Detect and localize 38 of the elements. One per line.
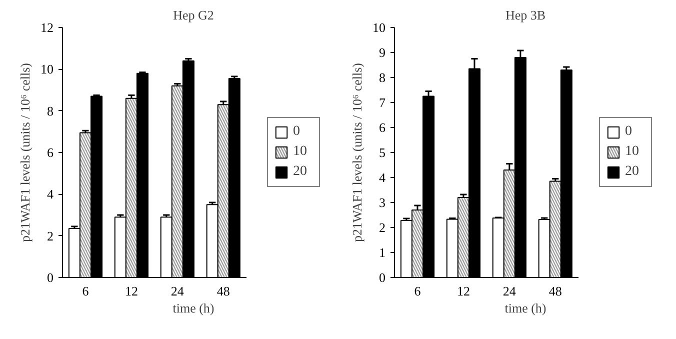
y-tick-label: 8 [379, 70, 386, 85]
legend-label: 0 [293, 124, 301, 140]
x-tick-label: 12 [456, 284, 470, 298]
x-axis-title: time (h) [172, 300, 214, 316]
y-tick-label: 12 [40, 20, 54, 35]
y-tick-label: 6 [47, 145, 54, 160]
y-tick-label: 2 [47, 228, 54, 244]
y-tick-label: 3 [379, 195, 386, 210]
y-tick-label: 2 [379, 220, 386, 235]
x-tick-label: 24 [170, 284, 184, 298]
chart-title: Hep 3B [505, 8, 546, 22]
x-tick-label: 24 [502, 284, 516, 298]
y-tick-label: 10 [40, 62, 54, 77]
legend-label: 10 [293, 144, 308, 160]
legend-label: 20 [293, 164, 308, 180]
y-tick-label: 4 [47, 186, 54, 202]
y-tick-label: 9 [379, 45, 386, 60]
x-tick-label: 6 [414, 284, 422, 298]
x-tick-label: 6 [82, 284, 90, 298]
y-tick-label: 4 [379, 170, 386, 185]
x-tick-label: 48 [548, 284, 562, 298]
y-axis-title: p21WAF1 levels (units / 10⁶ cells) [350, 63, 364, 242]
y-tick-label: 5 [379, 145, 386, 160]
y-tick-label: 6 [379, 120, 386, 135]
legend-label: 0 [625, 124, 633, 140]
x-tick-label: 12 [124, 284, 138, 298]
legend-label: 10 [625, 144, 640, 160]
y-axis-title: p21WAF1 levels (units / 10⁶ cells) [18, 63, 32, 242]
y-tick-label: 1 [379, 245, 386, 260]
y-tick-label: 0 [47, 270, 54, 285]
y-tick-label: 8 [47, 103, 54, 118]
x-tick-label: 48 [216, 284, 230, 298]
legend-label: 20 [625, 164, 640, 180]
y-tick-label: 7 [379, 95, 386, 110]
x-axis-title: time (h) [504, 300, 546, 316]
y-tick-label: 10 [372, 20, 386, 35]
chart-title: Hep G2 [173, 8, 214, 22]
y-tick-label: 0 [379, 270, 386, 285]
